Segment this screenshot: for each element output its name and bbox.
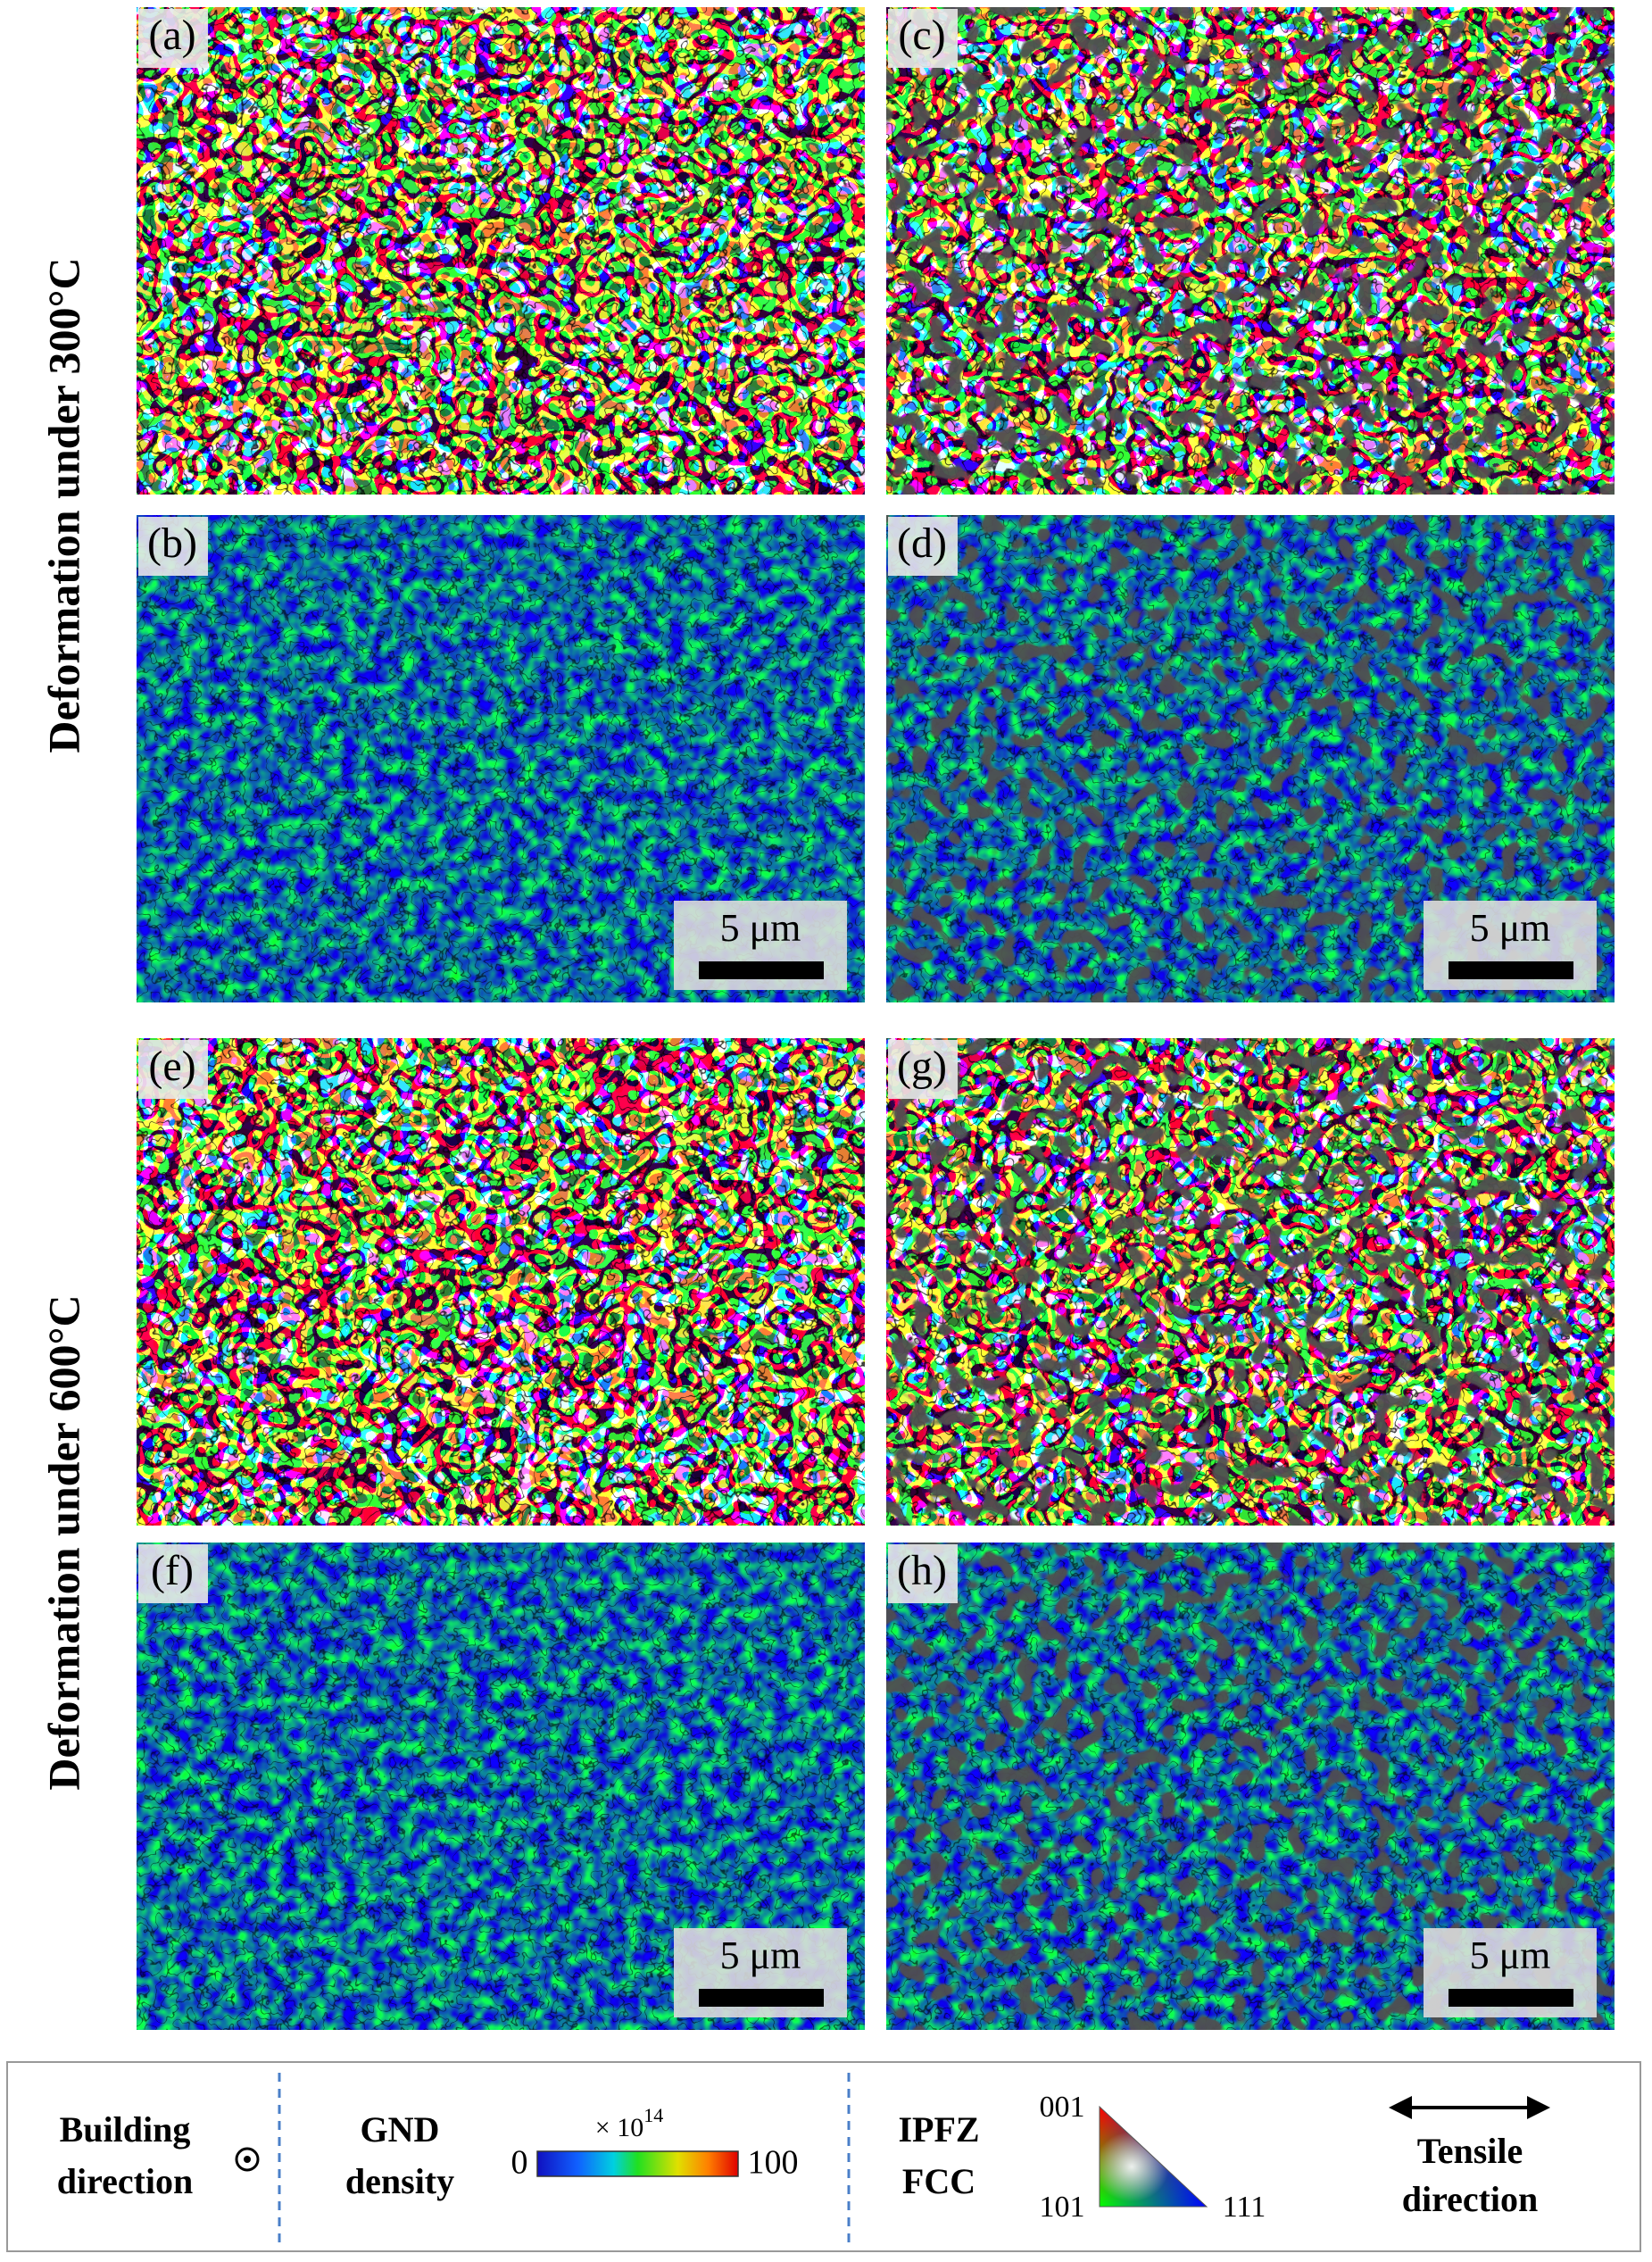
colorbar-min: 0 (511, 2144, 528, 2182)
panel-label: (f) (151, 1547, 194, 1594)
legend-text: Building (60, 2109, 191, 2150)
matrix-overlay (886, 1038, 1615, 1526)
micrograph-panel: (a) (137, 7, 865, 495)
colorbar (536, 2150, 739, 2177)
legend-text: density (345, 2161, 454, 2201)
ipf-triangle (1099, 2105, 1208, 2208)
panel-label-bg (138, 9, 208, 68)
scale-bar (699, 1989, 824, 2007)
ipf-corner: 001 (1040, 2091, 1085, 2124)
legend-text: IPFZ (898, 2109, 979, 2150)
legend-box (6, 2061, 1641, 2252)
micrograph-panel: (h) 5 μm (886, 1543, 1615, 2030)
scale-bar-label: 5 μm (1470, 906, 1551, 950)
ipf-corner: 101 (1040, 2191, 1085, 2224)
ipf-corner: 111 (1223, 2191, 1266, 2224)
panel-label-bg (138, 1040, 208, 1099)
panel-label: (h) (897, 1547, 947, 1594)
legend-text: direction (57, 2161, 194, 2201)
micrograph (137, 1038, 865, 1526)
micrograph (137, 7, 865, 495)
micrograph-panel: (d) 5 μm (886, 515, 1615, 1002)
colorbar-multiplier: × 1014 (595, 2104, 663, 2142)
panel-label-bg (138, 1544, 208, 1603)
colorbar-max: 100 (748, 2144, 799, 2182)
exponent: 14 (643, 2104, 663, 2126)
panel-label-bg (888, 1040, 958, 1099)
scale-bar-label: 5 μm (720, 906, 801, 950)
scale-bar-label: 5 μm (720, 1934, 801, 1977)
legend-text: direction (1402, 2179, 1539, 2219)
micrograph-panel: (g) (886, 1038, 1615, 1526)
scale-bar-label: 5 μm (1470, 1934, 1551, 1977)
micrograph-panel: (e) (137, 1038, 865, 1526)
scale-bar (699, 961, 824, 979)
multiplier: × 10 (595, 2113, 643, 2142)
panel-label-bg (888, 517, 958, 576)
matrix-overlay (886, 7, 1615, 495)
legend-text: FCC (902, 2161, 975, 2201)
legend-text: GND (361, 2109, 440, 2150)
panel-label: (e) (148, 1043, 195, 1090)
legend-text: Tensile (1417, 2131, 1523, 2171)
panel-label-bg (138, 517, 208, 576)
micrograph-panel: (c) (886, 7, 1615, 495)
out-of-plane-symbol (244, 2156, 251, 2163)
panel-label: (a) (148, 12, 195, 59)
panel-label-bg (888, 9, 958, 68)
panel-grid: (a) (b) 5 μm (c) (d) 5 μm (e) (f) 5 μm (g) (h) 5 μm (137, 7, 1615, 2030)
panel-label-bg (888, 1544, 958, 1603)
panel-label: (d) (897, 520, 947, 567)
legend: Building direction GND density × 1014 0 … (6, 2061, 1641, 2252)
scale-bar (1449, 961, 1573, 979)
panel-label: (g) (897, 1043, 947, 1090)
panel-label: (b) (147, 520, 197, 567)
micrograph-panel: (f) 5 μm (137, 1543, 865, 2030)
panel-label: (c) (898, 12, 945, 59)
out-of-plane-symbol (235, 2147, 260, 2172)
row-label: Deformation under 300°C (38, 257, 88, 753)
scale-bar (1449, 1989, 1573, 2007)
row-label: Deformation under 600°C (38, 1294, 88, 1790)
micrograph-panel: (b) 5 μm (137, 515, 865, 1002)
